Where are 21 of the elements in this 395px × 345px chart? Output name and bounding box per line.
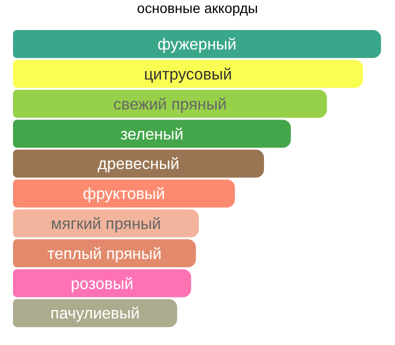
bar: [13, 90, 327, 118]
y-tick-label: фруктовый: [82, 186, 165, 204]
y-tick-label: свежий пряный: [113, 96, 227, 114]
y-tick-label: розовый: [70, 276, 134, 293]
y-tick-label: теплый пряный: [47, 246, 162, 263]
bar: [13, 120, 291, 148]
y-tick-label: древесный: [98, 156, 180, 174]
y-tick-label: фужерный: [158, 36, 236, 54]
bar: [13, 60, 363, 88]
bar: [13, 180, 235, 208]
y-tick-label: мягкий пряный: [50, 216, 161, 233]
bar: [13, 209, 199, 238]
bar: [13, 299, 178, 328]
chart-title: основные аккорды: [136, 0, 259, 16]
bar: [13, 30, 381, 58]
y-tick-label: зеленый: [120, 126, 184, 144]
bar: [13, 269, 192, 298]
y-tick-label: пачулиевый: [50, 306, 140, 323]
y-tick-label: цитрусовый: [144, 66, 232, 84]
bar: [13, 239, 196, 268]
bar: [13, 150, 264, 178]
